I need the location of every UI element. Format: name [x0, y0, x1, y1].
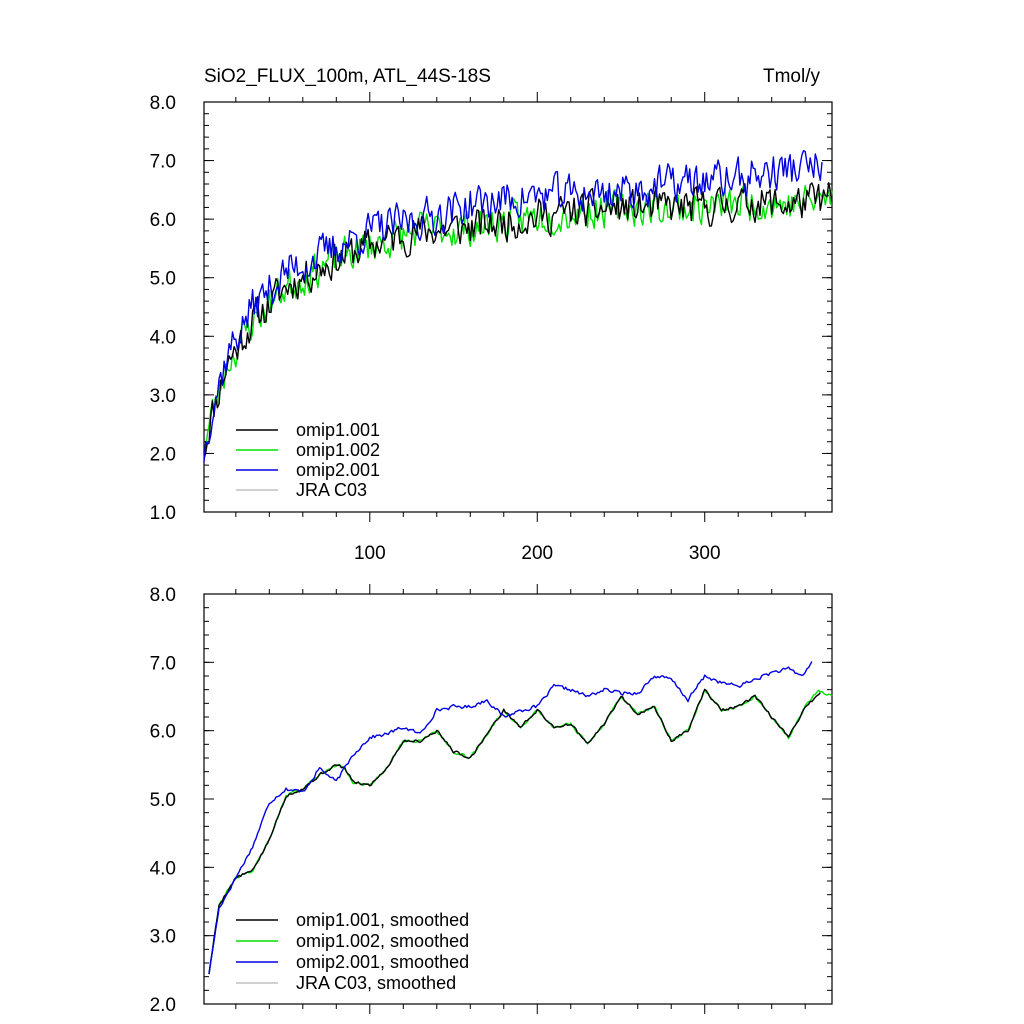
legend-label: omip1.001, smoothed [296, 910, 469, 930]
top-plot-frame [203, 101, 833, 513]
y-tick-label: 8.0 [150, 93, 176, 114]
y-tick-label: 5.0 [150, 790, 176, 811]
legend-label: JRA C03, smoothed [296, 973, 456, 993]
legend-label: omip2.001, smoothed [296, 952, 469, 972]
y-tick-label: 2.0 [150, 444, 176, 465]
y-tick-label: 6.0 [150, 722, 176, 743]
y-tick-label: 4.0 [150, 327, 176, 348]
top-panel: SiO2_FLUX_100m, ATL_44S-18S Tmol/y 1.0 2.… [150, 66, 833, 564]
series-line-omip2-001 [203, 149, 823, 463]
series-line-omip1-001 [203, 182, 833, 460]
legend-label: omip1.002 [296, 440, 380, 460]
units-label: Tmol/y [763, 66, 821, 87]
y-tick-label: 3.0 [150, 386, 176, 407]
x-tick-label: 300 [689, 543, 721, 564]
top-series-group [203, 149, 833, 463]
y-tick-label: 2.0 [150, 995, 176, 1016]
bottom-axis-ticks: 2.0 3.0 4.0 5.0 6.0 7.0 8.0 [150, 584, 832, 1016]
x-tick-label: 100 [354, 543, 386, 564]
y-tick-label: 7.0 [150, 152, 176, 173]
y-tick-label: 6.0 [150, 210, 176, 231]
y-tick-label: 7.0 [150, 653, 176, 674]
y-tick-label: 3.0 [150, 927, 176, 948]
x-tick-label: 200 [521, 543, 553, 564]
series-line-omip2-001-smoothed [208, 661, 813, 975]
bottom-panel: 2.0 3.0 4.0 5.0 6.0 7.0 8.0 omip1.001, smoothe… [150, 584, 833, 1016]
legend-label: omip2.001 [296, 460, 380, 480]
legend-label: omip1.001 [296, 420, 380, 440]
bottom-series-group [208, 661, 833, 975]
y-tick-label: 5.0 [150, 269, 176, 290]
chart-title: SiO2_FLUX_100m, ATL_44S-18S [204, 66, 491, 87]
y-tick-label: 1.0 [150, 503, 176, 524]
legend-label: JRA C03 [296, 480, 367, 500]
legend-label: omip1.002, smoothed [296, 931, 469, 951]
y-tick-label: 8.0 [150, 585, 176, 606]
top-axis-ticks: 1.0 2.0 3.0 4.0 5.0 6.0 7.0 8.0 100 200 300 [150, 92, 832, 564]
y-tick-label: 4.0 [150, 858, 176, 879]
